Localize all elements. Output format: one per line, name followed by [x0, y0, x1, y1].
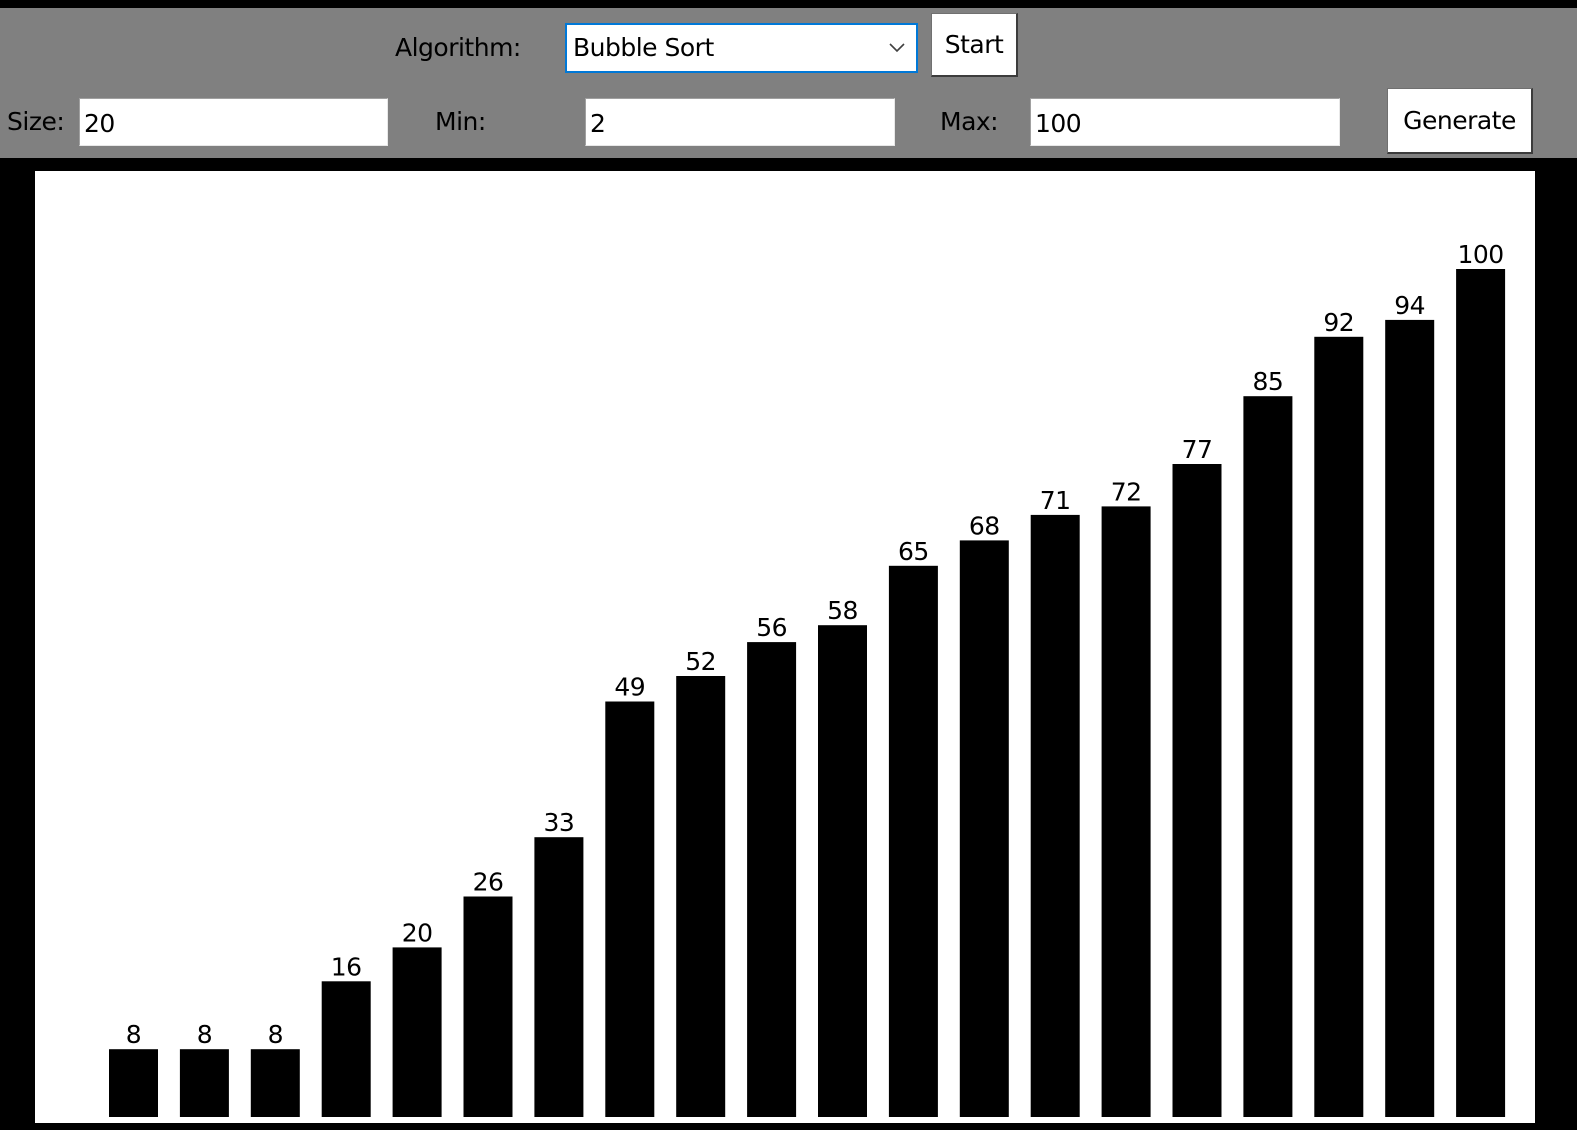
bar-value-label-1: 8	[126, 1020, 141, 1049]
bar-value-label-14: 71	[1040, 486, 1071, 515]
bar-value-label-6: 26	[473, 868, 504, 897]
bar-8	[605, 701, 655, 1117]
bar-value-label-2: 8	[197, 1020, 212, 1049]
bar-chart: 8 8 8 16 20 26 33 49 52 56 58 65 68 71 72 77 85 92 94 100	[109, 240, 1506, 1117]
size-label: Size:	[7, 107, 65, 136]
bar-value-label-17: 85	[1252, 367, 1283, 396]
bar-value-label-12: 65	[898, 537, 929, 566]
max-label: Max:	[940, 107, 999, 136]
bar-value-label-9: 52	[685, 647, 716, 676]
bar-3	[250, 1049, 300, 1117]
bar-9	[676, 676, 726, 1117]
bar-19	[1385, 319, 1435, 1117]
control-toolbar: Algorithm: Bubble Sort Start Size: Min: …	[0, 0, 1577, 158]
bar-value-label-7: 33	[543, 808, 574, 837]
bar-value-label-5: 20	[402, 918, 433, 947]
bar-value-label-3: 8	[268, 1020, 283, 1049]
bar-14	[1030, 514, 1080, 1117]
bar-12	[888, 565, 938, 1117]
bar-2	[179, 1049, 229, 1117]
bar-value-label-18: 92	[1323, 308, 1354, 337]
algorithm-selected-value: Bubble Sort	[573, 33, 714, 62]
bar-value-label-11: 58	[827, 596, 858, 625]
bar-13	[959, 540, 1009, 1117]
size-input[interactable]	[79, 98, 388, 146]
bar-7	[534, 837, 584, 1117]
bar-6	[463, 896, 513, 1117]
bar-10	[747, 642, 797, 1117]
bar-5	[392, 947, 442, 1117]
start-button[interactable]: Start	[931, 13, 1018, 77]
bar-1	[109, 1049, 158, 1117]
min-label: Min:	[435, 107, 486, 136]
bar-20	[1456, 269, 1506, 1117]
bar-value-label-4: 16	[331, 952, 362, 981]
bar-value-label-16: 77	[1182, 435, 1213, 464]
bar-value-label-10: 56	[756, 613, 787, 642]
bar-value-label-13: 68	[969, 511, 1000, 540]
bar-18	[1314, 336, 1364, 1117]
bar-value-label-15: 72	[1111, 477, 1142, 506]
bar-canvas: 8 8 8 16 20 26 33 49 52 56 58 65 68 71 72 77 85 92 94 100	[35, 171, 1535, 1123]
title-strip	[0, 0, 1577, 8]
algorithm-label: Algorithm:	[395, 33, 521, 62]
max-input[interactable]	[1030, 98, 1340, 146]
bar-value-label-20: 100	[1457, 240, 1503, 269]
chevron-down-icon[interactable]	[886, 36, 908, 58]
generate-button[interactable]: Generate	[1387, 88, 1533, 154]
bar-16	[1172, 464, 1222, 1117]
bar-4	[321, 981, 371, 1117]
bar-17	[1243, 396, 1293, 1117]
bar-value-label-19: 94	[1394, 291, 1425, 320]
bar-15	[1101, 506, 1151, 1117]
min-input[interactable]	[585, 98, 895, 146]
bar-value-label-8: 49	[614, 673, 645, 702]
algorithm-select[interactable]: Bubble Sort	[565, 23, 918, 73]
bar-11	[818, 625, 867, 1117]
